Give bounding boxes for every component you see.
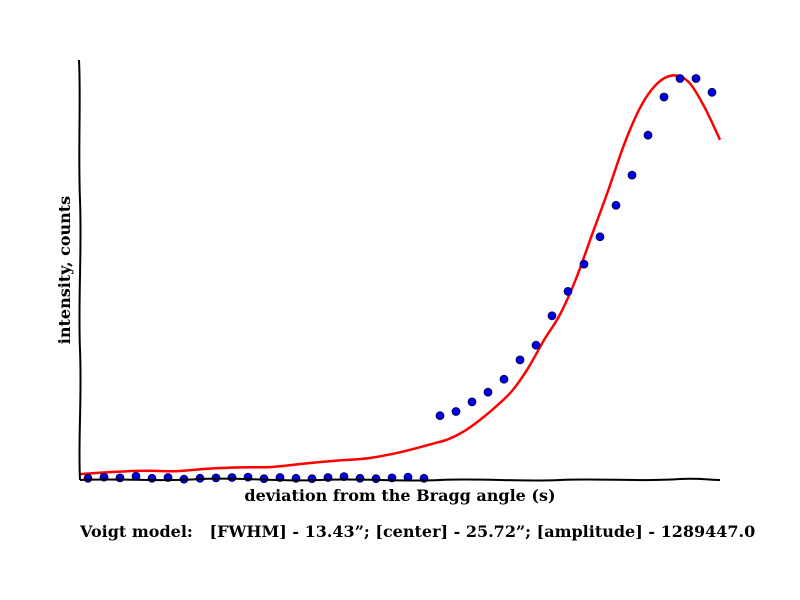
data-point: [451, 407, 461, 416]
data-point: [643, 130, 653, 140]
fit-curve: [79, 74, 722, 476]
data-point: [675, 74, 685, 83]
data-point: [515, 355, 525, 365]
data-point: [483, 387, 493, 397]
data-point: [579, 259, 589, 269]
data-point: [547, 311, 557, 321]
data-point: [307, 474, 317, 484]
data-point: [627, 170, 637, 180]
data-point: [147, 473, 157, 483]
data-point: [563, 286, 573, 296]
data-point: [115, 473, 125, 483]
data-point: [659, 92, 669, 102]
data-point: [531, 340, 541, 350]
points-layer: [83, 74, 717, 484]
data-point: [227, 473, 237, 482]
data-point: [435, 411, 445, 421]
x-axis: [79, 477, 721, 482]
data-point: [499, 374, 509, 384]
data-point: [371, 474, 381, 484]
data-point: [595, 232, 605, 242]
data-point: [611, 200, 621, 210]
data-point: [355, 473, 365, 483]
data-point: [707, 87, 717, 97]
fit-layer: [79, 74, 722, 476]
fit-caption: Voigt model: [FWHM] - 13.43”; [center] -…: [80, 522, 756, 541]
y-axis-label: intensity, counts: [55, 196, 74, 344]
data-point: [83, 473, 93, 483]
y-axis: [78, 59, 82, 481]
data-point: [691, 74, 701, 83]
data-point: [467, 397, 477, 407]
x-axis-label: deviation from the Bragg angle (s): [244, 486, 555, 505]
